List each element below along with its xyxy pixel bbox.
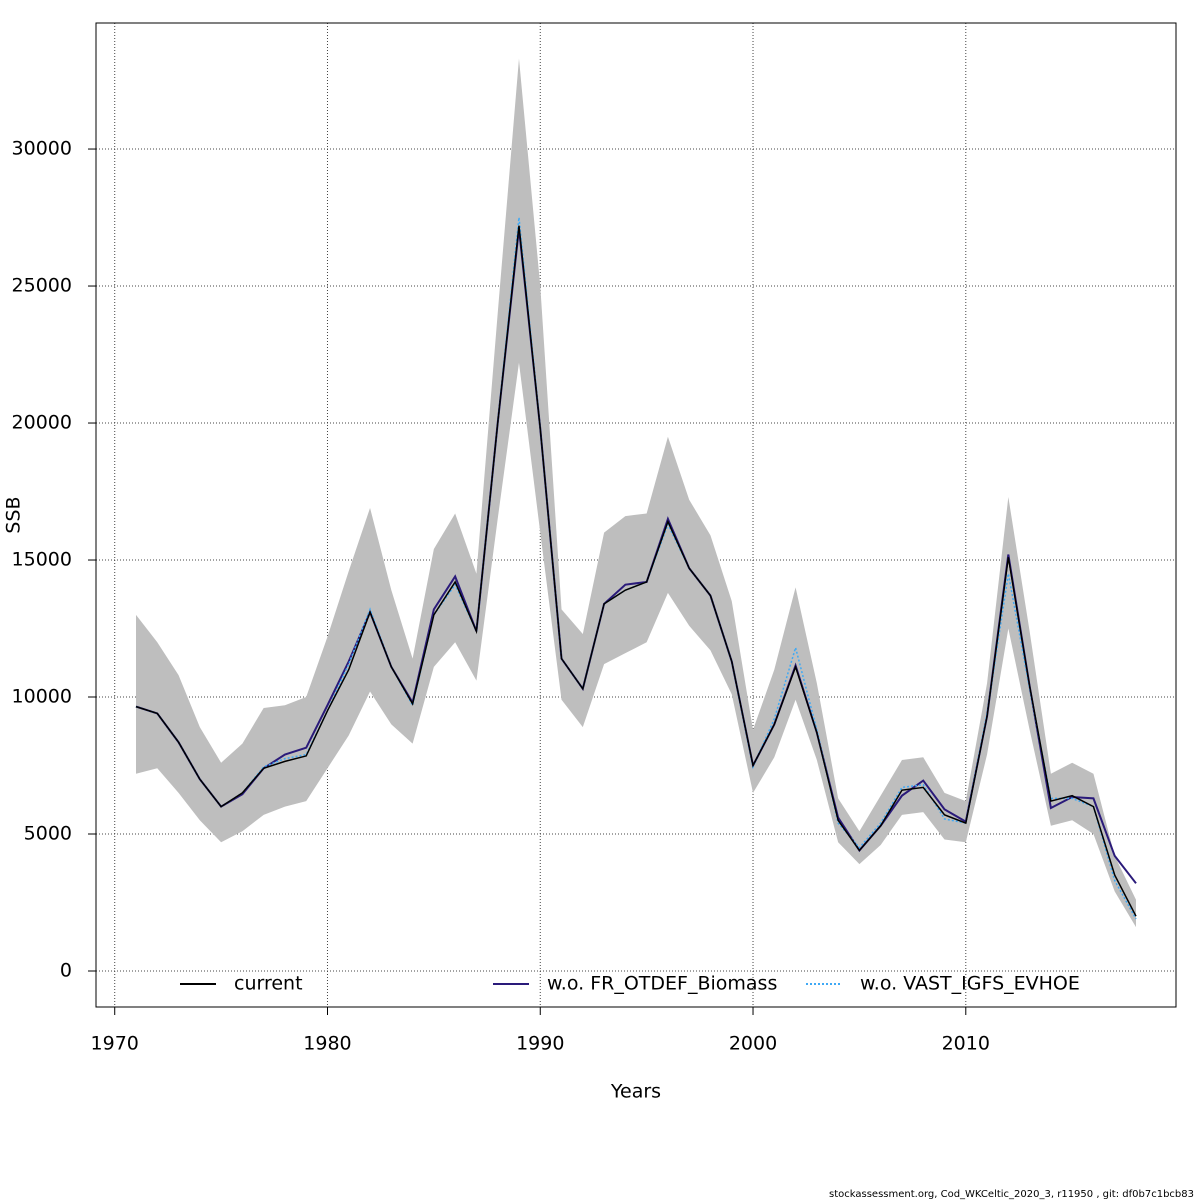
legend-label: w.o. VAST_IGFS_EVHOE: [860, 973, 1080, 995]
y-tick-label: 10000: [12, 686, 72, 708]
x-tick-label: 1970: [91, 1033, 139, 1055]
legend-label: current: [234, 973, 303, 995]
x-axis-label: Years: [610, 1081, 661, 1103]
y-tick-label: 0: [60, 959, 72, 981]
y-tick-label: 30000: [12, 138, 72, 160]
y-tick-label: 25000: [12, 275, 72, 297]
legend-label: w.o. FR_OTDEF_Biomass: [547, 973, 777, 995]
x-tick-label: 1980: [303, 1033, 351, 1055]
series-line: [135, 225, 1137, 917]
confidence-band: [136, 58, 1136, 928]
x-tick-label: 1990: [516, 1033, 564, 1055]
x-tick-label: 2010: [942, 1033, 990, 1055]
x-tick-label: 2000: [729, 1033, 777, 1055]
y-tick-label: 20000: [12, 412, 72, 434]
footer: stockassessment.org, Cod_WKCeltic_2020_3…: [829, 1189, 1194, 1200]
plot-frame: [95, 22, 1177, 1008]
y-axis-label: SSB: [3, 496, 25, 533]
y-tick-label: 15000: [12, 549, 72, 571]
y-tick-label: 5000: [24, 823, 72, 845]
